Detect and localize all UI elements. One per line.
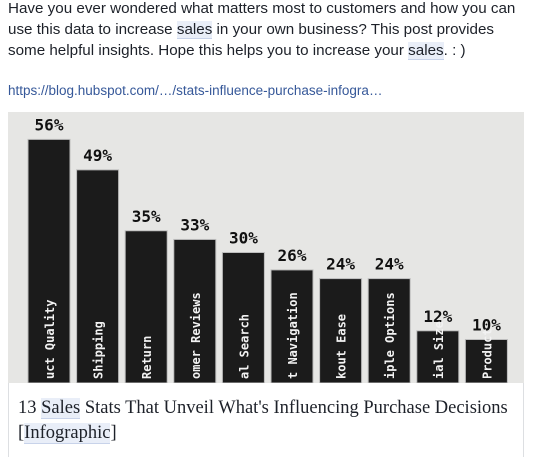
value-label: 26% <box>278 246 307 265</box>
bar <box>367 278 411 383</box>
bar-label: omer Reviews <box>189 292 203 379</box>
bar <box>221 252 265 383</box>
bar-label: Shipping <box>92 321 106 379</box>
value-label: 12% <box>423 307 452 326</box>
value-label: 49% <box>83 146 112 165</box>
bar-label: Product <box>480 328 494 379</box>
value-label: 35% <box>132 207 161 226</box>
bar <box>124 230 168 383</box>
value-label: 30% <box>229 229 258 248</box>
value-label: 10% <box>472 316 501 335</box>
bar <box>416 330 460 383</box>
bar <box>319 278 363 383</box>
text: 13 <box>18 398 42 418</box>
value-label: 33% <box>180 215 209 234</box>
bar <box>464 339 508 383</box>
bar <box>173 238 217 383</box>
preview-title[interactable]: 13 Sales Stats That Unveil What's Influe… <box>18 396 528 446</box>
bar-label: kout Ease <box>335 314 349 379</box>
text: in your own business? This post provides… <box>8 21 495 59</box>
bar-label: al Search <box>237 314 251 379</box>
bar-label: ial Size <box>432 321 446 379</box>
bar <box>76 169 120 383</box>
highlighted-text: Infographic <box>24 423 111 444</box>
preview-image: 56% uct Quality 49% Shipping 35% Return 33% ome… <box>8 112 524 383</box>
text: . : ) <box>443 42 466 59</box>
bar-label: uct Quality <box>43 300 57 379</box>
value-label: 24% <box>326 255 355 274</box>
post-link[interactable]: https://blog.hubspot.com/…/stats-influen… <box>8 83 383 98</box>
bar-label: t Navigation <box>286 292 300 379</box>
post-message: Have you ever wondered what matters most… <box>8 0 530 61</box>
text: Have you ever wondered what matters most… <box>8 0 516 38</box>
highlighted-text: Sales <box>41 398 81 419</box>
value-label: 56% <box>35 115 64 134</box>
bar <box>270 269 314 383</box>
text: ] <box>110 423 117 443</box>
value-label: 24% <box>375 255 404 274</box>
bar-label: Return <box>140 336 154 379</box>
highlighted-text: sales <box>176 21 213 39</box>
bar <box>27 138 71 383</box>
highlighted-text: sales <box>408 42 444 60</box>
bar-label: iple Options <box>383 292 397 379</box>
text: Stats That Unveil What's Influencing Pur… <box>18 398 508 443</box>
